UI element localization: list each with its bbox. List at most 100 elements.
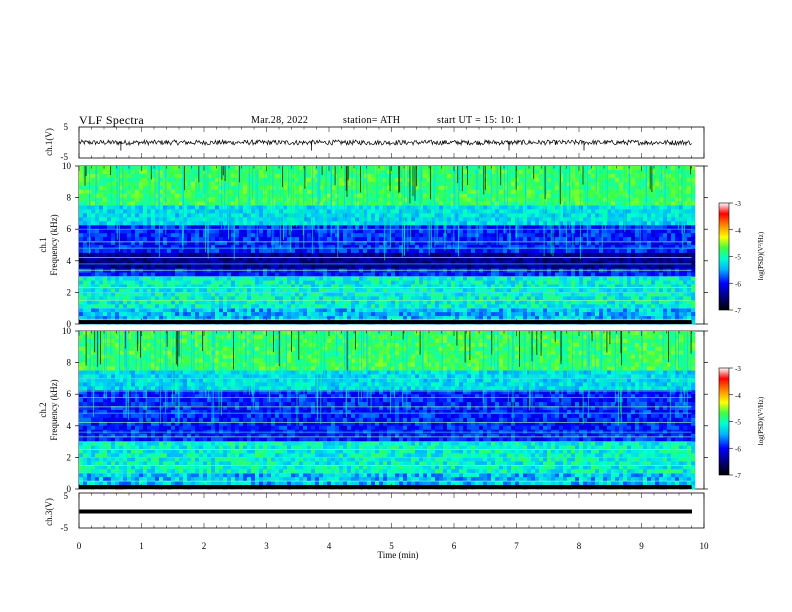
spectrogram-cell — [547, 252, 552, 258]
spectrogram-cell — [135, 280, 140, 285]
spectrogram-cell — [395, 209, 400, 214]
spectrogram-cell — [95, 276, 100, 281]
spectrogram-cell — [243, 245, 248, 250]
spectrogram-cell — [575, 233, 580, 238]
spectrogram-cell — [679, 189, 684, 194]
spectrogram-cell — [335, 169, 340, 175]
spectrogram-cell — [103, 276, 108, 281]
spectrogram-cell — [543, 252, 548, 258]
spectrogram-cell — [359, 177, 364, 183]
spectrogram-cell — [107, 197, 112, 202]
spectrogram-cell — [295, 256, 300, 262]
spectrogram-cell — [647, 237, 652, 242]
spectrogram-cell — [211, 237, 216, 242]
spectrogram-cell — [447, 288, 452, 293]
spectrogram-cell — [451, 205, 456, 210]
spectrogram-cell — [427, 288, 432, 293]
spectrogram-cell — [691, 185, 696, 191]
spectrogram-cell — [691, 213, 696, 218]
spectrogram-cell — [607, 288, 612, 293]
spectrogram-cell — [143, 245, 148, 250]
spectrogram-cell — [503, 268, 508, 273]
spectrogram-cell — [395, 272, 400, 277]
spectrogram-cell — [559, 233, 564, 238]
spectrogram-cell — [191, 264, 196, 270]
spectrogram-cell — [151, 181, 156, 187]
spectrogram-cell — [419, 197, 424, 202]
spectrogram-cell — [471, 256, 476, 262]
spectrogram-cell — [403, 225, 408, 230]
spectrogram-cell — [307, 177, 312, 183]
spectrogram-cell — [487, 264, 492, 270]
spectrogram-cell — [575, 225, 580, 230]
spectrogram-cell — [487, 189, 492, 194]
spectrogram-cell — [479, 169, 484, 175]
spectrogram-cell — [647, 276, 652, 281]
spectrogram-cell — [487, 272, 492, 277]
spectrogram-cell — [331, 252, 336, 258]
spectrogram-cell — [459, 264, 464, 270]
spectrogram-cell — [127, 229, 132, 234]
spectrogram-cell — [411, 288, 416, 293]
spectrogram-cell — [111, 213, 116, 218]
spectrogram-cell — [171, 292, 176, 297]
spectrogram-cell — [283, 292, 288, 297]
spectrogram-cell — [683, 268, 688, 273]
spectrogram-cell — [507, 245, 512, 250]
spectrogram-cell — [95, 225, 100, 230]
spectrogram-cell — [283, 241, 288, 246]
spectrogram-cell — [631, 225, 636, 230]
spectrogram-cell — [575, 169, 580, 175]
spectrogram-cell — [147, 288, 152, 293]
spectrogram-cell — [219, 173, 224, 179]
spectrogram-cell — [91, 229, 96, 234]
spectrogram-cell — [315, 245, 320, 250]
spectrogram-cell — [623, 284, 628, 289]
spectrogram-cell — [159, 292, 164, 297]
spectrogram-cell — [155, 225, 160, 230]
spectrogram-cell — [611, 225, 616, 230]
spectrogram-cell — [647, 197, 652, 202]
spectrogram-cell — [395, 181, 400, 187]
spectrogram-cell — [659, 248, 664, 254]
spectrogram-cell — [503, 256, 508, 262]
spectrogram-cell — [655, 181, 660, 187]
spectrogram-cell — [279, 177, 284, 183]
spectrogram-cell — [531, 166, 536, 171]
spectrogram-cell — [407, 177, 412, 183]
spectrogram-cell — [103, 201, 108, 206]
spectrogram-cell — [119, 181, 124, 187]
spectrogram-cell — [579, 288, 584, 293]
spectrogram-cell — [211, 284, 216, 289]
spectrogram-cell — [119, 173, 124, 179]
spectrogram-cell — [147, 201, 152, 206]
spectrogram-cell — [599, 284, 604, 289]
spectrogram-cell — [95, 221, 100, 226]
spectrogram-cell — [283, 197, 288, 202]
spectrogram-cell — [171, 225, 176, 230]
spectrogram-cell — [183, 217, 188, 222]
spectrogram-cell — [171, 201, 176, 206]
spectrogram-cell — [691, 260, 696, 266]
spectrogram-cell — [167, 237, 172, 242]
spectrogram-cell — [643, 173, 648, 179]
spectrogram-cell — [167, 268, 172, 273]
spectrogram-cell — [667, 193, 672, 198]
spectrogram-cell — [155, 173, 160, 179]
spectrogram-cell — [235, 193, 240, 198]
spectrogram-cell — [419, 205, 424, 210]
spectrogram-cell — [119, 185, 124, 191]
spectrogram-cell — [331, 264, 336, 270]
spectrogram-cell — [327, 205, 332, 210]
spectrogram-cell — [303, 248, 308, 254]
spectrogram-cell — [467, 252, 472, 258]
spectrogram-cell — [459, 280, 464, 285]
spectrogram-cell — [243, 276, 248, 281]
spectrogram-cell — [583, 205, 588, 210]
spectrogram-cell — [299, 248, 304, 254]
spectrogram-cell — [595, 225, 600, 230]
spectrogram-cell — [615, 217, 620, 222]
spectrogram-cell — [291, 272, 296, 277]
spectrogram-cell — [455, 221, 460, 226]
spectrogram-cell — [519, 221, 524, 226]
